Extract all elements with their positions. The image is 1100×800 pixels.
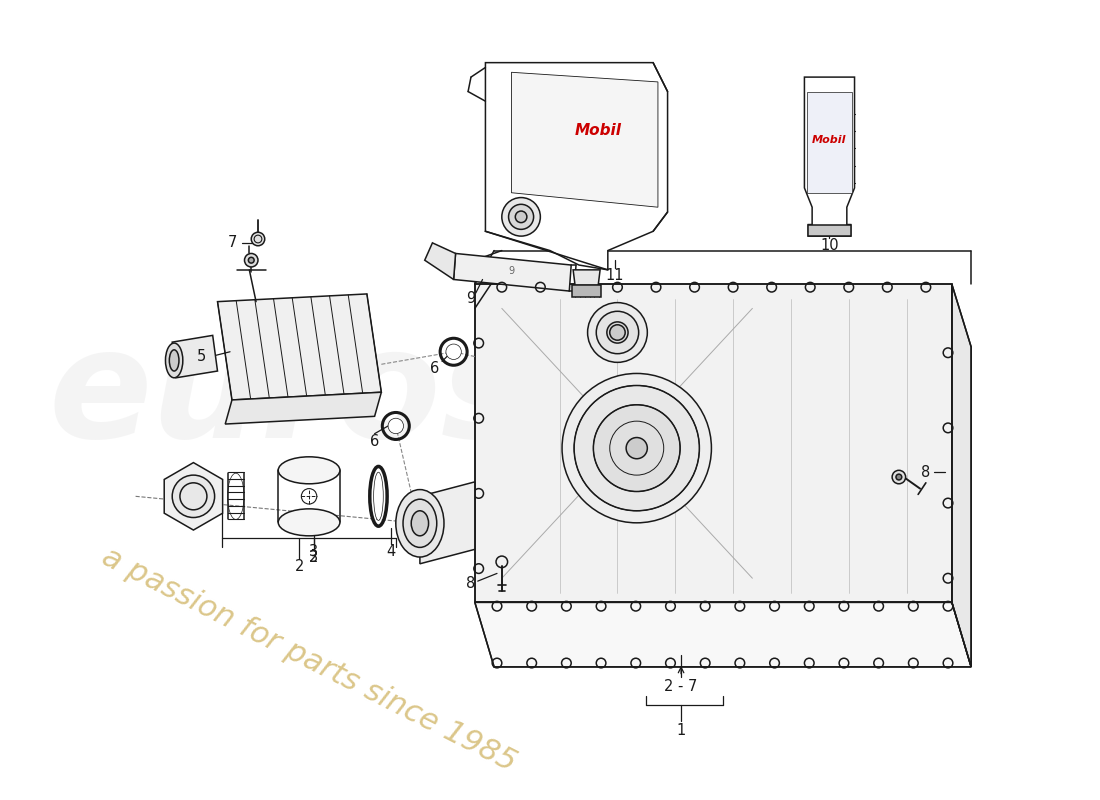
Ellipse shape — [626, 438, 647, 458]
Ellipse shape — [593, 405, 680, 491]
Circle shape — [515, 211, 527, 222]
Ellipse shape — [446, 344, 461, 359]
Ellipse shape — [587, 302, 647, 362]
Text: 7: 7 — [228, 235, 236, 250]
Polygon shape — [453, 254, 571, 291]
Polygon shape — [808, 225, 850, 236]
Text: 6: 6 — [430, 361, 439, 376]
Polygon shape — [573, 270, 601, 286]
Circle shape — [609, 325, 625, 340]
Text: 3: 3 — [309, 544, 318, 558]
Polygon shape — [164, 462, 222, 530]
Text: 9: 9 — [466, 291, 475, 306]
Ellipse shape — [388, 418, 404, 434]
Text: eurospor: eurospor — [48, 321, 822, 470]
Ellipse shape — [574, 386, 700, 510]
Text: 1: 1 — [676, 723, 685, 738]
Polygon shape — [475, 602, 971, 667]
Polygon shape — [475, 284, 952, 602]
Ellipse shape — [278, 509, 340, 536]
Polygon shape — [218, 294, 382, 400]
Text: 10: 10 — [821, 238, 839, 254]
Ellipse shape — [165, 343, 183, 378]
Ellipse shape — [596, 311, 639, 354]
Circle shape — [502, 198, 540, 236]
Text: Mobil: Mobil — [574, 122, 622, 138]
Circle shape — [508, 204, 534, 230]
Circle shape — [896, 474, 902, 480]
Circle shape — [249, 258, 254, 263]
Text: a passion for parts since 1985: a passion for parts since 1985 — [97, 542, 521, 778]
Text: 11: 11 — [605, 268, 624, 283]
Text: 2: 2 — [309, 550, 319, 565]
Ellipse shape — [411, 510, 429, 536]
Text: 3: 3 — [309, 550, 318, 565]
Circle shape — [892, 470, 905, 484]
Polygon shape — [572, 286, 601, 297]
Text: 6: 6 — [370, 434, 379, 449]
Ellipse shape — [607, 322, 628, 343]
Ellipse shape — [374, 472, 383, 521]
Ellipse shape — [403, 499, 437, 547]
Text: Mobil: Mobil — [812, 134, 847, 145]
Text: 8: 8 — [921, 465, 931, 480]
Polygon shape — [804, 77, 855, 236]
Text: 2 - 7: 2 - 7 — [664, 678, 697, 694]
Text: 8: 8 — [466, 575, 475, 590]
Polygon shape — [807, 91, 851, 193]
Circle shape — [244, 254, 258, 267]
Polygon shape — [226, 392, 382, 424]
Text: 9: 9 — [508, 266, 515, 276]
Polygon shape — [173, 335, 218, 378]
Text: 2: 2 — [295, 559, 304, 574]
Polygon shape — [425, 243, 455, 279]
Ellipse shape — [169, 350, 179, 371]
Ellipse shape — [396, 490, 444, 557]
Polygon shape — [512, 72, 658, 207]
Ellipse shape — [278, 457, 340, 484]
Circle shape — [173, 475, 214, 518]
Polygon shape — [485, 62, 668, 270]
Circle shape — [251, 232, 265, 246]
Ellipse shape — [562, 374, 712, 523]
Text: 5: 5 — [197, 349, 206, 364]
Text: 4: 4 — [386, 544, 396, 558]
Polygon shape — [952, 284, 971, 667]
Polygon shape — [420, 482, 475, 564]
